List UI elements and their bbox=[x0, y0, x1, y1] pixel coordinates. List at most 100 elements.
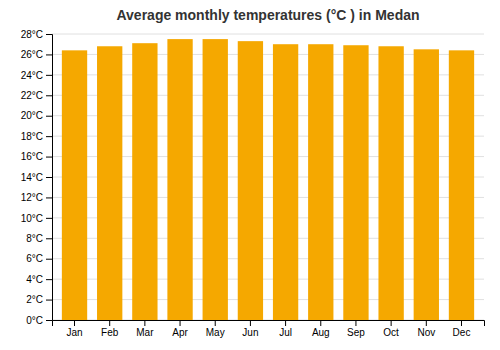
y-tick-mark bbox=[46, 136, 52, 137]
x-tick-mark bbox=[355, 320, 356, 326]
y-tick-label: 16°C bbox=[21, 151, 43, 162]
bar bbox=[378, 46, 403, 320]
y-tick-label: 24°C bbox=[21, 70, 43, 81]
y-tick: 4°C bbox=[26, 274, 52, 285]
x-tick-label: May bbox=[206, 327, 225, 338]
bar bbox=[449, 50, 474, 320]
y-axis-line bbox=[46, 35, 53, 321]
x-tick-label: Sep bbox=[347, 327, 365, 338]
x-tick-mark bbox=[320, 320, 321, 326]
y-tick: 8°C bbox=[26, 233, 52, 244]
y-tick-mark bbox=[46, 34, 52, 35]
y-tick: 24°C bbox=[21, 70, 52, 81]
y-tick-label: 18°C bbox=[21, 131, 43, 142]
y-tick-label: 8°C bbox=[26, 233, 43, 244]
bar bbox=[62, 50, 87, 320]
y-tick-mark bbox=[46, 320, 52, 321]
x-tick-label: Jun bbox=[242, 327, 258, 338]
bar bbox=[238, 41, 263, 320]
x-tick: Mar bbox=[136, 320, 154, 338]
y-tick-mark bbox=[46, 197, 52, 198]
x-tick-label: Jan bbox=[66, 327, 82, 338]
x-tick: Aug bbox=[312, 320, 330, 338]
x-tick-label: Jul bbox=[279, 327, 292, 338]
x-tick-mark bbox=[215, 320, 216, 326]
x-tick-label: Aug bbox=[312, 327, 330, 338]
y-tick-mark bbox=[46, 259, 52, 260]
x-tick: Feb bbox=[101, 320, 119, 338]
y-tick-label: 10°C bbox=[21, 213, 43, 224]
x-tick: Sep bbox=[347, 320, 365, 338]
x-tick: Dec bbox=[453, 320, 471, 338]
y-tick: 20°C bbox=[21, 110, 52, 121]
bar bbox=[308, 44, 333, 320]
y-tick-mark bbox=[46, 95, 52, 96]
x-tick: Oct bbox=[383, 320, 399, 338]
y-tick-label: 26°C bbox=[21, 49, 43, 60]
x-tick-mark bbox=[109, 320, 110, 326]
x-tick-mark bbox=[285, 320, 286, 326]
bar bbox=[97, 46, 122, 320]
y-tick-mark bbox=[46, 279, 52, 280]
grid bbox=[52, 34, 484, 320]
x-axis: Jan Feb Mar Apr May Jun Jul Aug Sep Oct Nov Dec bbox=[53, 320, 485, 338]
y-tick-mark bbox=[46, 300, 52, 301]
y-tick-label: 6°C bbox=[26, 253, 43, 264]
y-tick-mark bbox=[46, 238, 52, 239]
bar bbox=[273, 44, 298, 320]
x-tick-mark bbox=[426, 320, 427, 326]
y-tick: 12°C bbox=[21, 192, 52, 203]
x-tick: Jun bbox=[242, 320, 258, 338]
chart-container: Jan Feb Mar Apr May Jun Jul Aug Sep Oct Nov Dec 0°C 2… bbox=[0, 0, 500, 350]
y-tick-mark bbox=[46, 116, 52, 117]
x-tick: Nov bbox=[417, 320, 435, 338]
grid-line bbox=[52, 34, 484, 35]
bar bbox=[203, 39, 228, 320]
y-tick: 18°C bbox=[21, 131, 52, 142]
y-tick-label: 2°C bbox=[26, 294, 43, 305]
y-tick-label: 20°C bbox=[21, 110, 43, 121]
y-tick-mark bbox=[46, 218, 52, 219]
x-tick-mark bbox=[144, 320, 145, 326]
y-tick-label: 28°C bbox=[21, 29, 43, 40]
x-tick-label: Oct bbox=[383, 327, 399, 338]
x-tick-label: Apr bbox=[172, 327, 188, 338]
x-axis-line bbox=[53, 321, 485, 327]
y-tick-mark bbox=[46, 54, 52, 55]
x-tick: Jan bbox=[66, 320, 82, 338]
chart-svg: Jan Feb Mar Apr May Jun Jul Aug Sep Oct Nov Dec 0°C 2… bbox=[0, 0, 500, 350]
y-axis: 0°C 2°C 4°C 6°C 8°C 10°C 12°C 14°C 16°C 18°C 20°C 2… bbox=[21, 29, 53, 326]
y-tick: 2°C bbox=[26, 294, 52, 305]
x-tick-label: Feb bbox=[101, 327, 119, 338]
x-tick-label: Nov bbox=[417, 327, 435, 338]
x-tick-mark bbox=[250, 320, 251, 326]
y-tick: 0°C bbox=[26, 315, 52, 326]
x-tick-mark bbox=[180, 320, 181, 326]
x-tick: May bbox=[206, 320, 225, 338]
y-tick-mark bbox=[46, 157, 52, 158]
x-tick-label: Mar bbox=[136, 327, 154, 338]
y-tick-mark bbox=[46, 75, 52, 76]
y-tick: 10°C bbox=[21, 213, 52, 224]
x-tick-mark bbox=[461, 320, 462, 326]
x-tick: Jul bbox=[279, 320, 292, 338]
y-tick: 22°C bbox=[21, 90, 52, 101]
y-tick: 26°C bbox=[21, 49, 52, 60]
y-tick-mark bbox=[46, 177, 52, 178]
bar bbox=[132, 43, 157, 320]
x-tick: Apr bbox=[172, 320, 188, 338]
y-tick-label: 12°C bbox=[21, 192, 43, 203]
y-tick: 14°C bbox=[21, 172, 52, 183]
y-tick: 16°C bbox=[21, 151, 52, 162]
bars bbox=[62, 39, 474, 320]
x-tick-label: Dec bbox=[453, 327, 471, 338]
y-tick: 28°C bbox=[21, 29, 52, 40]
y-tick-label: 0°C bbox=[26, 315, 43, 326]
x-tick-mark bbox=[74, 320, 75, 326]
y-tick-label: 4°C bbox=[26, 274, 43, 285]
bar bbox=[414, 49, 439, 320]
plot-area: Jan Feb Mar Apr May Jun Jul Aug Sep Oct Nov Dec 0°C 2… bbox=[21, 29, 485, 338]
bar bbox=[343, 45, 368, 320]
y-tick-label: 22°C bbox=[21, 90, 43, 101]
chart-title: Average monthly temperatures (°C ) in Me… bbox=[116, 7, 419, 23]
